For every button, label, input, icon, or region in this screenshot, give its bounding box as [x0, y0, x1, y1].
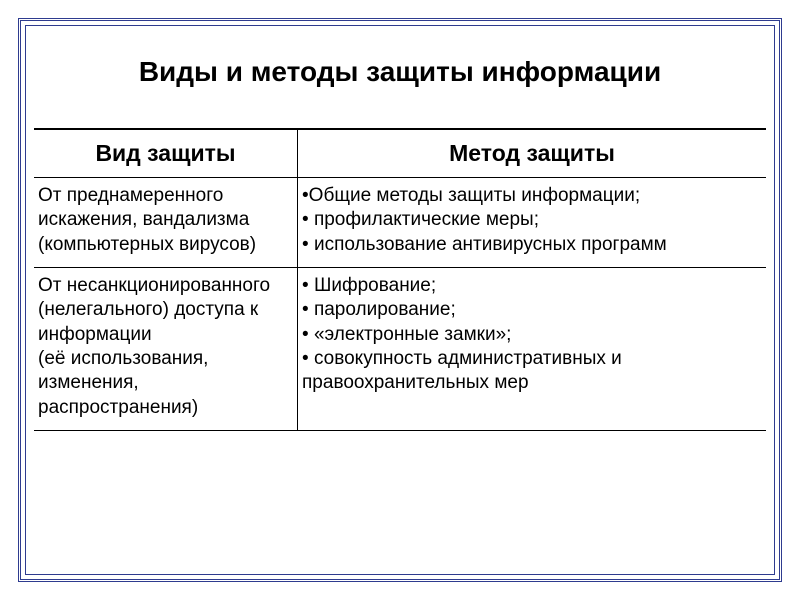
method-bullet-0-1: • профилактические меры;: [302, 208, 762, 232]
slide-inner-frame: Виды и методы защиты информации Вид защи…: [25, 25, 775, 575]
slide-title: Виды и методы защиты информации: [26, 56, 774, 88]
cell-method-0: •Общие методы защиты информации; • профи…: [298, 178, 766, 268]
cell-type-0: От преднамеренного искажения, вандализма…: [34, 178, 298, 268]
method-bullet-1-3: • совокупность административных и правоо…: [302, 347, 762, 396]
cell-type-1: От несанкционированного (нелегального) д…: [34, 267, 298, 430]
column-header-type: Вид защиты: [34, 129, 298, 178]
method-bullet-1-2: • «электронные замки»;: [302, 323, 762, 347]
slide-content: Виды и методы защиты информации Вид защи…: [26, 26, 774, 431]
protection-table-wrap: Вид защиты Метод защиты От преднамеренно…: [26, 128, 774, 431]
method-bullet-1-1: • паролирование;: [302, 298, 762, 322]
method-bullet-0-2: • использование антивирусных программ: [302, 233, 762, 257]
table-header-row: Вид защиты Метод защиты: [34, 129, 766, 178]
table-row: От преднамеренного искажения, вандализма…: [34, 178, 766, 268]
slide-outer-frame: Виды и методы защиты информации Вид защи…: [18, 18, 782, 582]
cell-method-1: • Шифрование; • паролирование; • «электр…: [298, 267, 766, 430]
type-text-0: От преднамеренного искажения, вандализма…: [38, 185, 256, 255]
method-bullet-1-0: • Шифрование;: [302, 274, 762, 298]
type-text-1: От несанкционированного (нелегального) д…: [38, 275, 270, 418]
table-row: От несанкционированного (нелегального) д…: [34, 267, 766, 430]
protection-table: Вид защиты Метод защиты От преднамеренно…: [34, 128, 766, 431]
column-header-method: Метод защиты: [298, 129, 766, 178]
method-bullet-0-0: •Общие методы защиты информации;: [302, 184, 762, 208]
